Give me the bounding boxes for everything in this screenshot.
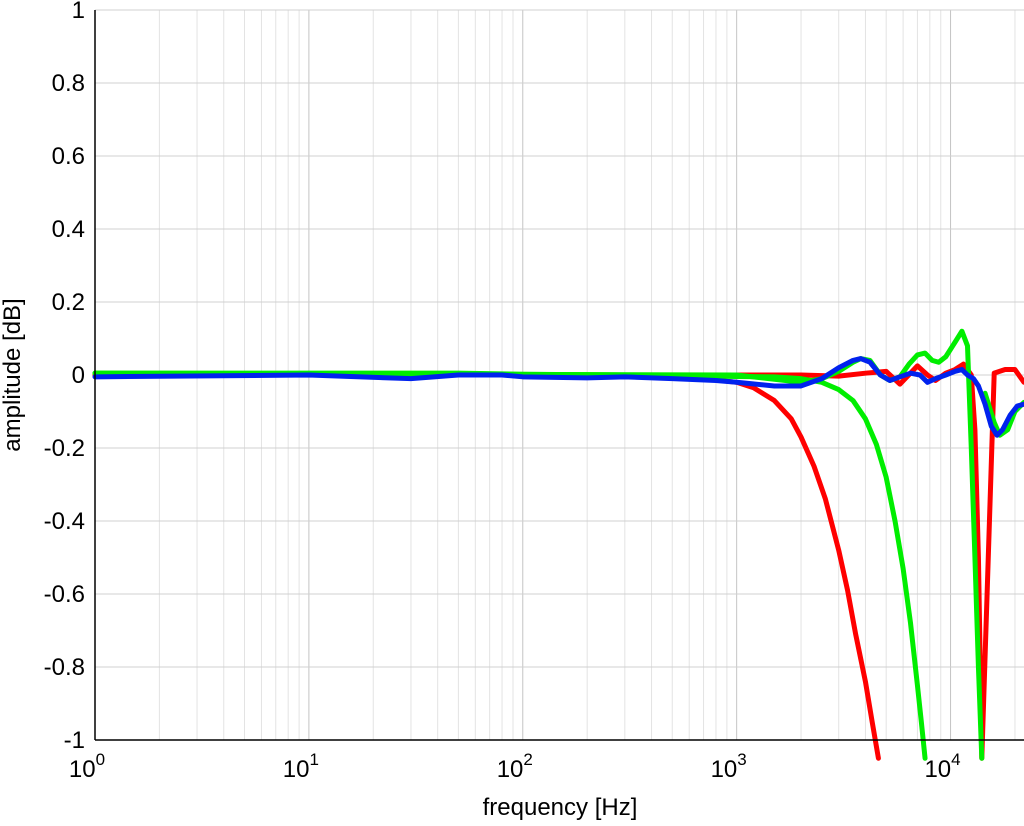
- axes: [94, 10, 1024, 741]
- y-tick-label: 0: [72, 362, 85, 389]
- x-tick-label: 104: [924, 750, 960, 783]
- y-tick-label: -0.2: [44, 435, 85, 462]
- x-tick-label: 103: [711, 750, 747, 783]
- y-tick-label: 0.8: [52, 70, 85, 97]
- y-tick-label: 0.6: [52, 143, 85, 170]
- y-tick-label: 0.4: [52, 216, 85, 243]
- series-line-4: [92, 328, 985, 761]
- y-axis-label: amplitude [dB]: [0, 298, 26, 451]
- x-axis-label: frequency [Hz]: [483, 794, 638, 821]
- y-tick-label: -0.8: [44, 654, 85, 681]
- series-layer: [92, 328, 1024, 761]
- y-tick-label: 1: [72, 0, 85, 24]
- x-tick-label: 102: [497, 750, 533, 783]
- x-tick-label: 100: [69, 750, 105, 783]
- y-tick-label: -0.4: [44, 508, 85, 535]
- series-line-6: [92, 356, 1024, 438]
- x-tick-labels: 100 101 102 103 104: [69, 750, 961, 783]
- y-tick-label: -0.6: [44, 581, 85, 608]
- y-tick-labels: -1 -0.8 -0.6 -0.4 -0.2 0 0.2 0.4 0.6 0.8 1: [44, 0, 85, 754]
- x-tick-label: 101: [283, 750, 319, 783]
- y-tick-label: -1: [64, 727, 85, 754]
- y-tick-label: 0.2: [52, 289, 85, 316]
